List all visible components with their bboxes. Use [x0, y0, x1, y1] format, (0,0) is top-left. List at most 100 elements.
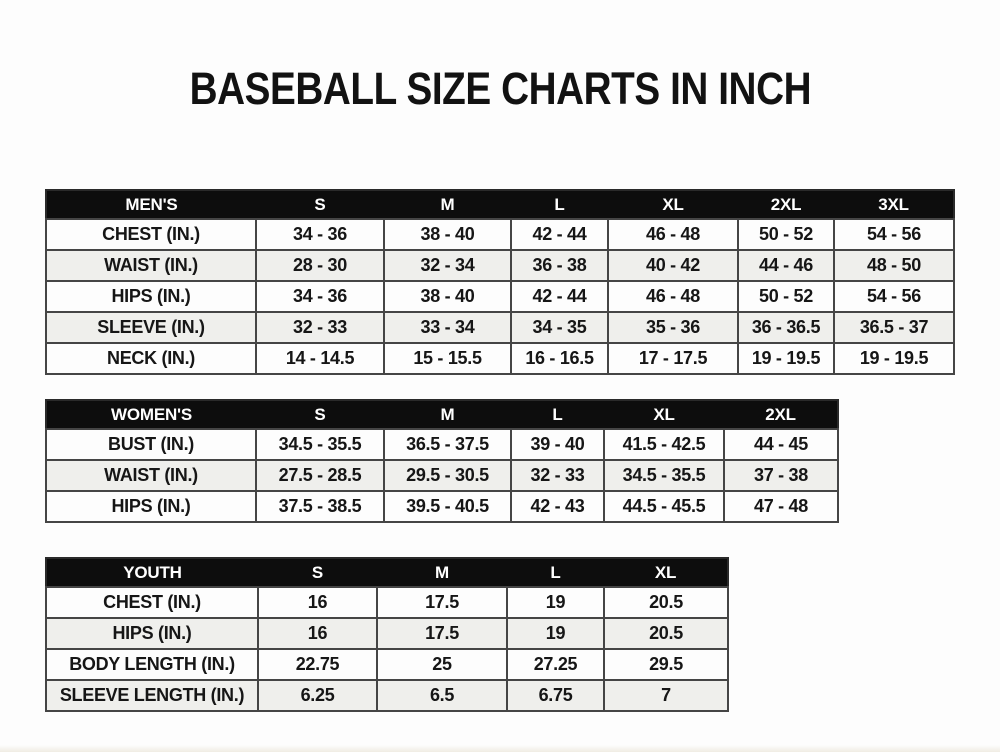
table-row: SLEEVE (IN.) 32 - 33 33 - 34 34 - 35 35 - 36…	[45, 311, 955, 344]
size-cell: 32 - 33	[510, 459, 605, 492]
size-cell: 48 - 50	[833, 249, 955, 282]
table-row: CHEST (IN.) 16 17.5 19 20.5	[45, 586, 729, 619]
mens-table-title: MEN'S	[46, 190, 256, 219]
size-cell: 34 - 36	[255, 280, 385, 313]
table-row: HIPS (IN.) 34 - 36 38 - 40 42 - 44 46 - 48 50…	[45, 280, 955, 313]
size-cell: 37.5 - 38.5	[255, 490, 385, 523]
row-label: SLEEVE (IN.)	[45, 311, 257, 344]
size-cell: 54 - 56	[833, 280, 955, 313]
size-cell: 32 - 34	[383, 249, 512, 282]
size-cell: 46 - 48	[607, 280, 739, 313]
size-cell: 39.5 - 40.5	[383, 490, 512, 523]
size-cell: 39 - 40	[510, 428, 605, 461]
size-cell: 41.5 - 42.5	[603, 428, 725, 461]
size-cell: 50 - 52	[737, 280, 835, 313]
size-cell: 17 - 17.5	[607, 342, 739, 375]
womens-column-header: S	[256, 400, 384, 429]
mens-column-header: 2XL	[738, 190, 834, 219]
youth-column-header: S	[258, 558, 377, 587]
size-cell: 46 - 48	[607, 218, 739, 251]
size-cell: 19	[506, 617, 605, 650]
size-cell: 27.25	[506, 648, 605, 681]
size-cell: 6.5	[376, 679, 508, 712]
size-cell: 47 - 48	[723, 490, 839, 523]
mens-header-row: MEN'S S M L XL 2XL 3XL	[46, 190, 954, 219]
row-label: NECK (IN.)	[45, 342, 257, 375]
size-cell: 33 - 34	[383, 311, 512, 344]
womens-column-header: 2XL	[724, 400, 838, 429]
page-title: BASEBALL SIZE CHARTS IN INCH	[0, 64, 1000, 114]
size-cell: 6.25	[257, 679, 378, 712]
row-label: BODY LENGTH (IN.)	[45, 648, 259, 681]
size-cell: 44 - 45	[723, 428, 839, 461]
size-cell: 19	[506, 586, 605, 619]
row-label: HIPS (IN.)	[45, 617, 259, 650]
table-row: WAIST (IN.) 27.5 - 28.5 29.5 - 30.5 32 - 33…	[45, 459, 839, 492]
youth-size-table: YOUTH S M L XL CHEST (IN.) 16 17.5 19 20.5 HIPS (I…	[45, 557, 729, 712]
size-cell: 36 - 38	[510, 249, 609, 282]
size-cell: 29.5 - 30.5	[383, 459, 512, 492]
size-cell: 6.75	[506, 679, 605, 712]
size-cell: 38 - 40	[383, 218, 512, 251]
size-cell: 36 - 36.5	[737, 311, 835, 344]
size-cell: 36.5 - 37.5	[383, 428, 512, 461]
mens-size-table: MEN'S S M L XL 2XL 3XL CHEST (IN.) 34 - 36 38 - 4…	[45, 189, 955, 375]
size-cell: 44 - 46	[737, 249, 835, 282]
size-cell: 50 - 52	[737, 218, 835, 251]
mens-column-header: M	[384, 190, 511, 219]
page-title-text: BASEBALL SIZE CHARTS IN INCH	[189, 63, 811, 114]
youth-column-header: M	[377, 558, 507, 587]
size-cell: 42 - 44	[510, 280, 609, 313]
row-label: BUST (IN.)	[45, 428, 257, 461]
row-label: WAIST (IN.)	[45, 249, 257, 282]
row-label: SLEEVE LENGTH (IN.)	[45, 679, 259, 712]
size-cell: 29.5	[603, 648, 729, 681]
size-cell: 20.5	[603, 586, 729, 619]
scan-edge-artifact	[0, 745, 1000, 752]
size-cell: 34 - 35	[510, 311, 609, 344]
size-cell: 27.5 - 28.5	[255, 459, 385, 492]
table-row: SLEEVE LENGTH (IN.) 6.25 6.5 6.75 7	[45, 679, 729, 712]
size-cell: 38 - 40	[383, 280, 512, 313]
size-cell: 40 - 42	[607, 249, 739, 282]
size-cell: 25	[376, 648, 508, 681]
size-cell: 20.5	[603, 617, 729, 650]
size-cell: 34.5 - 35.5	[603, 459, 725, 492]
size-cell: 35 - 36	[607, 311, 739, 344]
size-cell: 17.5	[376, 586, 508, 619]
size-cell: 34.5 - 35.5	[255, 428, 385, 461]
mens-column-header: 3XL	[834, 190, 954, 219]
size-cell: 42 - 44	[510, 218, 609, 251]
size-cell: 28 - 30	[255, 249, 385, 282]
size-cell: 16	[257, 617, 378, 650]
size-cell: 22.75	[257, 648, 378, 681]
size-cell: 16	[257, 586, 378, 619]
mens-column-header: XL	[608, 190, 738, 219]
size-cell: 16 - 16.5	[510, 342, 609, 375]
youth-column-header: L	[507, 558, 604, 587]
size-cell: 32 - 33	[255, 311, 385, 344]
size-cell: 7	[603, 679, 729, 712]
table-row: HIPS (IN.) 16 17.5 19 20.5	[45, 617, 729, 650]
table-row: CHEST (IN.) 34 - 36 38 - 40 42 - 44 46 - 48 5…	[45, 218, 955, 251]
womens-size-table: WOMEN'S S M L XL 2XL BUST (IN.) 34.5 - 35.5 36.5…	[45, 399, 839, 523]
womens-column-header: XL	[604, 400, 724, 429]
size-cell: 14 - 14.5	[255, 342, 385, 375]
size-cell: 17.5	[376, 617, 508, 650]
youth-table-title: YOUTH	[46, 558, 258, 587]
size-cell: 34 - 36	[255, 218, 385, 251]
youth-header-row: YOUTH S M L XL	[46, 558, 728, 587]
size-cell: 19 - 19.5	[737, 342, 835, 375]
row-label: WAIST (IN.)	[45, 459, 257, 492]
size-cell: 44.5 - 45.5	[603, 490, 725, 523]
table-row: WAIST (IN.) 28 - 30 32 - 34 36 - 38 40 - 42 4…	[45, 249, 955, 282]
size-cell: 19 - 19.5	[833, 342, 955, 375]
womens-header-row: WOMEN'S S M L XL 2XL	[46, 400, 838, 429]
row-label: HIPS (IN.)	[45, 280, 257, 313]
mens-column-header: S	[256, 190, 384, 219]
size-cell: 37 - 38	[723, 459, 839, 492]
size-cell: 42 - 43	[510, 490, 605, 523]
row-label: CHEST (IN.)	[45, 586, 259, 619]
youth-column-header: XL	[604, 558, 728, 587]
table-row: NECK (IN.) 14 - 14.5 15 - 15.5 16 - 16.5 17 …	[45, 342, 955, 375]
